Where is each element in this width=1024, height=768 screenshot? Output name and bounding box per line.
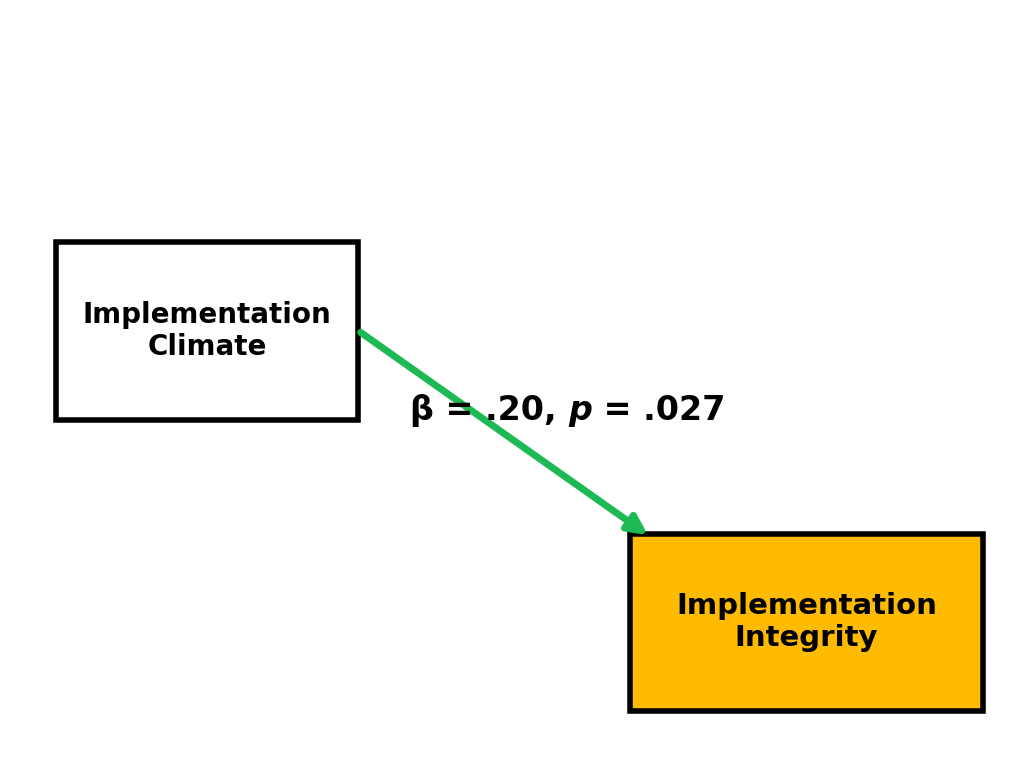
Text: Implementation Climate → Implementation Integrity: Implementation Climate → Implementation … <box>31 94 886 121</box>
Text: = .027: = .027 <box>592 393 725 426</box>
Text: β = .20,: β = .20, <box>410 393 568 426</box>
Text: Implementation
Integrity: Implementation Integrity <box>676 592 937 653</box>
FancyBboxPatch shape <box>630 534 983 711</box>
Text: p: p <box>568 393 592 426</box>
Text: Implementation
Climate: Implementation Climate <box>83 300 332 361</box>
FancyArrowPatch shape <box>360 333 642 531</box>
Text: Results:: Results: <box>31 31 177 62</box>
FancyBboxPatch shape <box>56 242 358 419</box>
